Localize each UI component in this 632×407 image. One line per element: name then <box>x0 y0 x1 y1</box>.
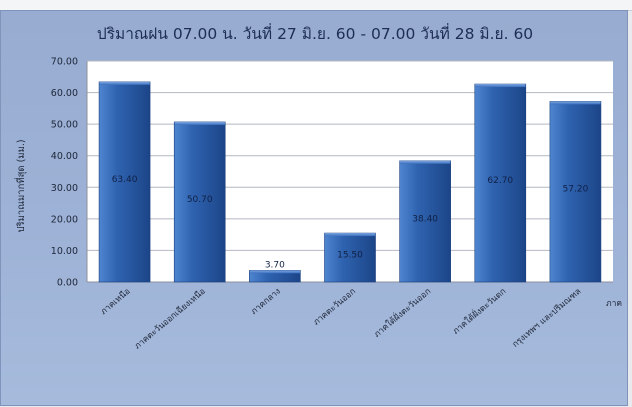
bar <box>399 160 451 283</box>
chart-panel: ปริมาณฝน 07.00 น. วันที่ 27 มิ.ย. 60 - 0… <box>0 10 628 406</box>
bar-cap <box>475 84 526 88</box>
x-tick-label: ภาคกลาง <box>249 287 283 317</box>
data-label: 15.50 <box>337 251 363 261</box>
bar-cap <box>174 121 225 125</box>
data-label: 62.70 <box>487 176 513 186</box>
y-tick-label: 70.00 <box>51 57 78 68</box>
data-label: 38.40 <box>412 214 438 224</box>
x-tick-label: กรุงเทพฯ และปริมณฑล <box>511 287 584 350</box>
plot-area: 0.00 10.00 20.00 30.00 40.00 50.00 60.00 70.00 6… <box>51 57 613 352</box>
data-label: 50.70 <box>187 195 213 205</box>
x-tick-label: ภาคตะวันออกเฉียงเหนือ <box>132 286 208 352</box>
data-label: 63.40 <box>112 175 138 185</box>
data-label: 57.20 <box>563 185 589 195</box>
data-label: 3.70 <box>265 260 285 270</box>
bar-cap <box>550 101 601 105</box>
chart-title: ปริมาณฝน 07.00 น. วันที่ 27 มิ.ย. 60 - 0… <box>97 23 533 43</box>
y-tick-label: 0.00 <box>57 278 78 289</box>
y-tick-label: 60.00 <box>51 88 78 99</box>
bar <box>324 232 376 283</box>
bar <box>549 101 602 283</box>
y-tick-label: 20.00 <box>51 214 78 225</box>
bar-cap <box>249 270 301 274</box>
x-tick-label: ภาคตะวันออก <box>312 287 358 328</box>
x-tick-label: ภาคเหนือ <box>98 286 132 317</box>
x-tick-label: ภาคใต้ฝั่งตะวันตก <box>450 285 508 337</box>
bar-cap <box>99 81 150 85</box>
bar <box>474 83 527 283</box>
bar-cap <box>399 160 451 164</box>
y-tick-label: 50.00 <box>51 120 78 131</box>
y-tick-label: 30.00 <box>51 183 78 194</box>
bar-cap <box>324 233 376 237</box>
x-tick-label: ภาคใต้ฝั่งตะวันออก <box>371 285 433 340</box>
y-tick-label: 40.00 <box>51 151 78 162</box>
y-axis-label: ปริมาณมากที่สุด (มม.) <box>14 139 27 232</box>
y-tick-label: 10.00 <box>51 246 78 257</box>
x-axis-label: ภาค <box>606 299 622 309</box>
bar-chart: ปริมาณฝน 07.00 น. วันที่ 27 มิ.ย. 60 - 0… <box>14 23 622 352</box>
